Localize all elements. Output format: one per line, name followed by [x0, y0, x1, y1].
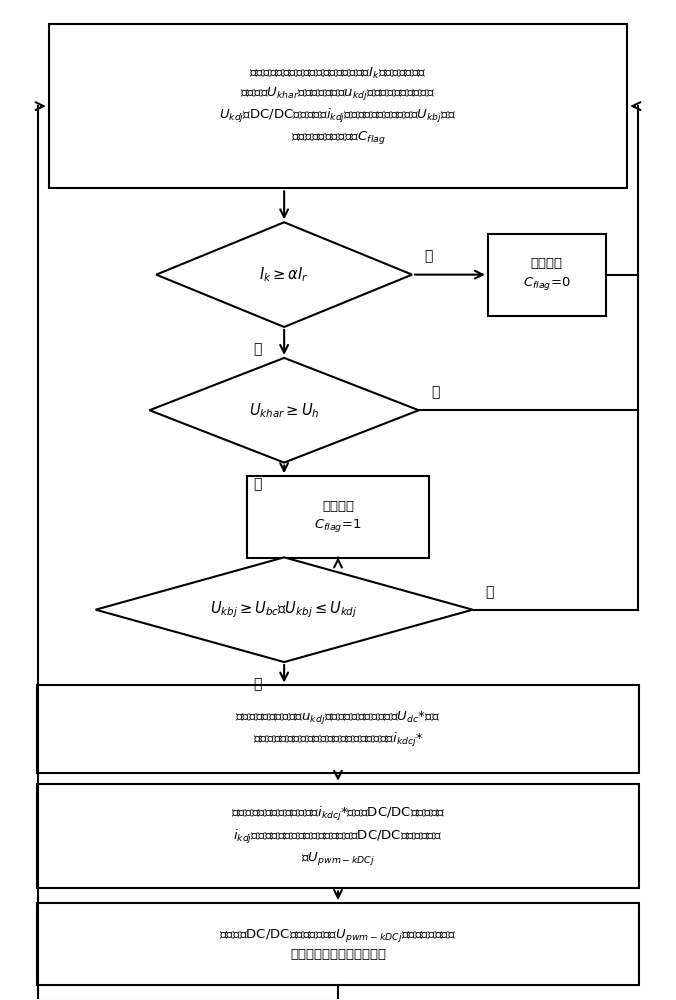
Text: 是: 是 [253, 478, 262, 492]
Text: $U_{khar}\geq U_h$: $U_{khar}\geq U_h$ [249, 401, 319, 420]
Polygon shape [149, 358, 419, 463]
Text: 根据所述直流母线电压$u_{kdj}$与所述直流母线参考电压$U_{dc}$*计算
电压误差量，并通过调节器生成第一级调制信号$i_{kdcj}$*: 根据所述直流母线电压$u_{kdj}$与所述直流母线参考电压$U_{dc}$*计… [235, 709, 441, 749]
Text: 否: 否 [425, 250, 433, 264]
Text: 否: 否 [431, 385, 440, 399]
Text: 根据所述第一级调制信号信号$i_{kdcj}$*与所述DC/DC变换器电流
$i_{kdj}$计算电流误差量，并通过调节器生成DC/DC变换器控制信
号$U_{: 根据所述第一级调制信号信号$i_{kdcj}$*与所述DC/DC变换器电流 $i… [231, 805, 445, 867]
Bar [247, 476, 429, 558]
Text: 获取装置当前运行信息：输出电流有效值$I_k$，输出电压最大
谐波含量$U_{khar}$、直流母线电压$u_{kdj}$、滤波后直流母线电压
$U_{kdj}: 获取装置当前运行信息：输出电流有效值$I_k$，输出电压最大 谐波含量$U_{k… [220, 66, 456, 146]
Polygon shape [156, 222, 412, 327]
Text: $U_{kbj}\geq U_{bc}$且$U_{kbj}\leq U_{kdj}$: $U_{kbj}\geq U_{bc}$且$U_{kbj}\leq U_{kdj… [210, 599, 358, 620]
Polygon shape [95, 557, 473, 662]
Text: 根据所述DC/DC变换器控制信号$U_{pwm-kDCj}$调节装置级联单元
直流侧储能系统的工作模式: 根据所述DC/DC变换器控制信号$U_{pwm-kDCj}$调节装置级联单元 直… [220, 927, 456, 961]
Text: 令标志位
$C_{flag}$=0: 令标志位 $C_{flag}$=0 [523, 257, 571, 292]
Bar [37, 784, 639, 888]
Bar [37, 903, 639, 985]
Bar [488, 234, 606, 316]
Text: 令标志位
$C_{flag}$=1: 令标志位 $C_{flag}$=1 [314, 500, 362, 534]
Text: 否: 否 [485, 585, 493, 599]
Text: $I_k\geq\alpha I_r$: $I_k\geq\alpha I_r$ [260, 265, 309, 284]
Text: 是: 是 [253, 342, 262, 356]
Bar [37, 685, 639, 773]
Bar [49, 24, 627, 188]
Text: 是: 是 [253, 677, 262, 691]
